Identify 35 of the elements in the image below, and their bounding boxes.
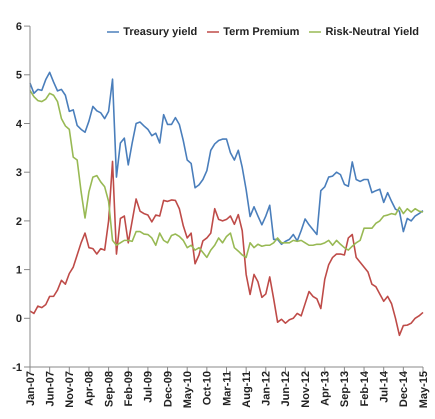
x-tick-label: Dec-09 — [162, 371, 174, 408]
x-tick-label: Jun-07 — [44, 371, 56, 406]
x-tick-label: Jan-07 — [24, 371, 37, 406]
x-tick-label: Feb-14 — [358, 370, 371, 406]
y-tick-label: 5 — [16, 70, 22, 82]
x-tick-label: Jul-14 — [378, 370, 391, 403]
y-tick-label: -1 — [12, 362, 22, 374]
legend-label: Term Premium — [223, 26, 300, 38]
x-tick-label: Mar-11 — [221, 371, 234, 406]
legend-label: Risk-Neutral Yield — [325, 26, 419, 38]
y-tick-label: 0 — [16, 313, 22, 326]
x-tick-label: Feb-09 — [123, 371, 136, 406]
line-series — [29, 160, 424, 336]
x-tick-label: Sep-08 — [103, 371, 116, 408]
x-tick-label: Apr-08 — [84, 371, 96, 406]
x-tick-label: Jun-12 — [280, 371, 292, 406]
x-tick-label: Oct-10 — [202, 371, 214, 406]
x-tick-label: May-10 — [182, 371, 194, 408]
x-tick-label: Nov-07 — [64, 371, 76, 408]
y-tick-label: 2 — [16, 216, 22, 228]
x-tick-label: Aug-11 — [240, 371, 253, 408]
x-tick-label: Dec-14 — [398, 370, 410, 408]
x-tick-label: May-15 — [418, 371, 430, 408]
y-tick-label: 3 — [16, 167, 22, 180]
legend-label: Treasury yield — [123, 26, 198, 38]
line-series — [29, 72, 424, 246]
x-tick-label: Nov-12 — [300, 371, 312, 408]
x-tick-label: Jul-09 — [142, 371, 155, 403]
x-tick-label: Apr-13 — [320, 371, 332, 406]
x-tick-label: Jan-12 — [260, 371, 273, 406]
y-tick-label: 6 — [16, 21, 22, 33]
y-tick-label: 4 — [16, 118, 23, 130]
line-series — [29, 90, 424, 258]
y-tick-label: 1 — [16, 264, 22, 277]
x-tick-label: Sep-13 — [339, 371, 352, 408]
